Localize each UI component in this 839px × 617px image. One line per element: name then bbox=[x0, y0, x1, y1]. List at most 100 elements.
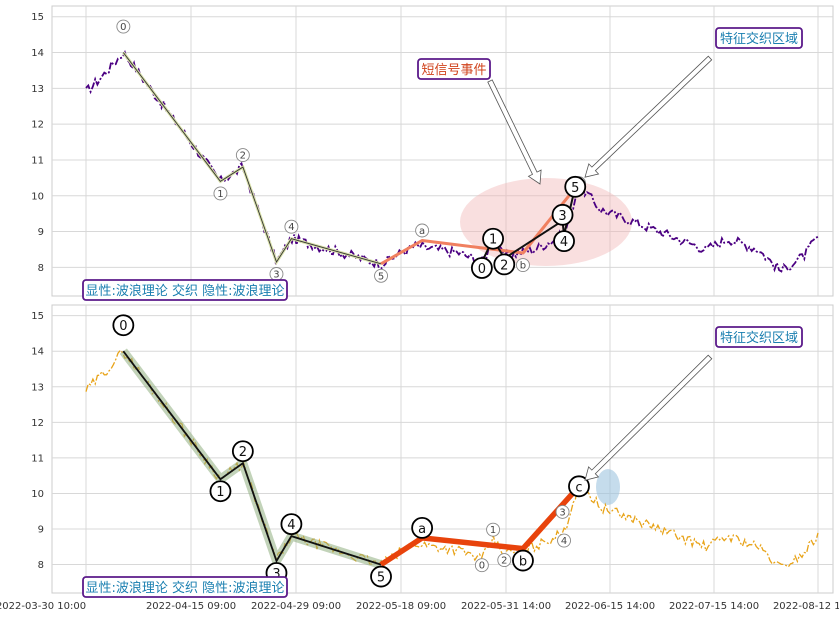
minor-point-marker bbox=[486, 522, 501, 537]
abc-point-label: a bbox=[418, 522, 426, 537]
wave-point-label: 0 bbox=[119, 319, 127, 334]
y-tick-label: 11 bbox=[31, 155, 44, 166]
minor-point-label: 0 bbox=[478, 262, 486, 277]
annotation-arrow bbox=[584, 55, 713, 178]
minor-point-label: 2 bbox=[500, 258, 508, 273]
minor-point-marker bbox=[551, 203, 574, 226]
y-tick-label: 15 bbox=[31, 311, 44, 322]
region-box bbox=[715, 326, 803, 348]
explicit-label: 显性:波浪理论 交织 隐性:波浪理论 bbox=[85, 580, 284, 596]
minor-point-label: 3 bbox=[558, 209, 566, 224]
y-tick-label: 9 bbox=[38, 227, 44, 238]
abc-point-label: c bbox=[575, 480, 582, 495]
y-tick-label: 8 bbox=[38, 560, 44, 571]
abc-point-label: b bbox=[520, 261, 526, 272]
explicit-box bbox=[82, 576, 288, 598]
minor-point-label: 3 bbox=[559, 507, 565, 518]
explicit-label-box: 显性:波浪理论 交织 隐性:波浪理论 bbox=[82, 576, 288, 598]
annotation-arrow bbox=[584, 354, 713, 481]
abc-point-marker bbox=[415, 223, 430, 238]
abc-point-marker bbox=[516, 258, 530, 272]
wave-point-marker bbox=[284, 219, 299, 234]
minor-point-marker bbox=[470, 257, 493, 279]
wave-point-marker bbox=[280, 513, 303, 536]
x-tick-label: 2022-04-29 09:00 bbox=[251, 601, 341, 612]
abc-wave-line bbox=[380, 182, 581, 266]
wave-point-marker bbox=[209, 480, 232, 503]
wave-point-label: 5 bbox=[377, 571, 385, 586]
price-line bbox=[85, 349, 819, 570]
minor-point-label: 5 bbox=[571, 181, 579, 196]
abc-point-label: b bbox=[519, 555, 527, 570]
region-label-box: 特征交织区域 bbox=[715, 27, 803, 49]
wave-point-marker bbox=[231, 440, 254, 463]
abc-point-marker bbox=[411, 516, 434, 539]
minor-point-marker bbox=[553, 230, 575, 253]
explicit-box bbox=[82, 279, 288, 301]
price-line bbox=[85, 49, 819, 273]
minor-point-label: 2 bbox=[501, 556, 507, 567]
wave-point-label: 0 bbox=[120, 22, 126, 33]
minor-point-marker bbox=[482, 227, 504, 250]
y-tick-label: 8 bbox=[38, 263, 44, 274]
wave-point-label: 1 bbox=[217, 189, 223, 200]
panel-top: 89101112131415012345abc012345特征交织区域短信号事件… bbox=[31, 5, 834, 301]
wave-point-marker bbox=[370, 565, 392, 588]
minor-point-marker bbox=[564, 175, 587, 198]
event-box bbox=[417, 58, 491, 80]
region-label-box: 特征交织区域 bbox=[715, 326, 803, 348]
wave-point-label: 5 bbox=[378, 271, 384, 282]
y-tick-label: 11 bbox=[31, 453, 44, 464]
y-tick-label: 14 bbox=[31, 48, 44, 59]
plot-area bbox=[51, 5, 834, 297]
x-tick-label: 2022-05-31 14:00 bbox=[461, 601, 551, 612]
y-tick-label: 12 bbox=[31, 418, 44, 429]
region-label: 特征交织区域 bbox=[720, 330, 798, 346]
wave-point-marker bbox=[374, 268, 388, 283]
abc-point-label: a bbox=[419, 226, 425, 237]
minor-point-marker bbox=[493, 253, 516, 276]
wave-point-label: 4 bbox=[288, 222, 294, 233]
minor-point-label: 4 bbox=[560, 235, 568, 250]
wave-point-marker bbox=[112, 314, 135, 337]
wave-point-marker bbox=[235, 148, 250, 163]
explicit-label: 显性:波浪理论 交织 隐性:波浪理论 bbox=[85, 283, 284, 299]
major-wave-line bbox=[122, 350, 382, 566]
panel-bottom: 89101112131415012345abc01234特征交织区域显性:波浪理… bbox=[31, 304, 834, 598]
x-tick-label: 2022-07-15 14:00 bbox=[669, 601, 759, 612]
event-label: 短信号事件 bbox=[421, 63, 486, 78]
intersection-blob bbox=[596, 469, 620, 505]
annotation-arrow bbox=[487, 79, 542, 185]
minor-point-label: 1 bbox=[489, 233, 497, 248]
y-tick-label: 14 bbox=[31, 347, 44, 358]
major-wave-line bbox=[122, 52, 382, 265]
wave-point-marker bbox=[213, 186, 228, 201]
minor-point-label: 0 bbox=[479, 561, 485, 572]
x-tick-label: 2022-06-15 14:00 bbox=[565, 601, 655, 612]
abc-point-marker bbox=[512, 549, 534, 572]
minor-point-marker bbox=[497, 553, 512, 568]
x-tick-label: 2022-03-30 10:00 bbox=[0, 601, 86, 612]
minor-point-label: 4 bbox=[561, 536, 567, 547]
y-tick-label: 10 bbox=[31, 489, 44, 500]
x-tick-label: 2022-05-18 09:00 bbox=[356, 601, 446, 612]
explicit-label-box: 显性:波浪理论 交织 隐性:波浪理论 bbox=[82, 279, 288, 301]
wave-point-label: 4 bbox=[287, 518, 295, 533]
wave-point-label: 2 bbox=[239, 445, 247, 460]
minor-point-marker bbox=[557, 533, 571, 548]
abc-wave-line bbox=[379, 484, 582, 567]
minor-point-label: 1 bbox=[490, 525, 496, 536]
y-tick-label: 12 bbox=[31, 120, 44, 131]
abc-point-marker bbox=[568, 475, 590, 498]
x-tick-label: 2022-08-12 14:00 bbox=[773, 601, 839, 612]
minor-point-marker bbox=[555, 504, 570, 519]
y-tick-label: 10 bbox=[31, 191, 44, 202]
minor-point-marker bbox=[474, 558, 489, 573]
event-label-box: 短信号事件 bbox=[417, 58, 491, 80]
wave-point-label: 1 bbox=[216, 485, 224, 500]
y-tick-label: 13 bbox=[31, 84, 44, 95]
plot-area bbox=[51, 304, 834, 594]
region-box bbox=[715, 27, 803, 49]
region-label: 特征交织区域 bbox=[720, 31, 798, 47]
